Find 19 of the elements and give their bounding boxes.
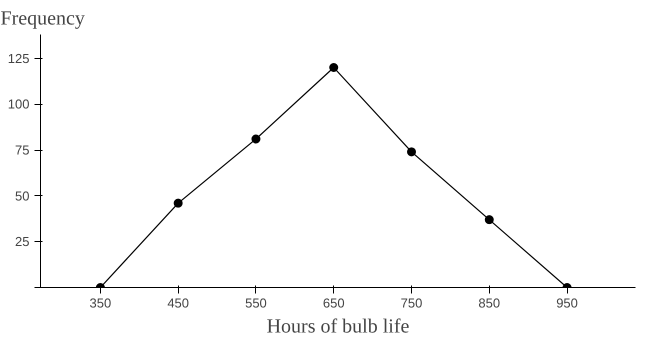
point (251, 134, 260, 144)
x-axis-title: Hours of bulb life (266, 316, 410, 338)
point (174, 198, 183, 208)
x-tick-label: 950 (556, 296, 578, 310)
x-tick-label: 650 (322, 296, 345, 310)
y-tick-label: 125 (8, 50, 30, 66)
x-tick-label: 550 (245, 296, 267, 310)
x-tick-label: 750 (400, 296, 422, 310)
x-tick-label: 450 (167, 296, 190, 310)
point (407, 147, 416, 156)
y-tick-label: 100 (8, 96, 30, 112)
point (329, 63, 338, 72)
y-tick-label: 50 (15, 188, 30, 204)
x-tick-label: 850 (478, 296, 500, 310)
x-tick-label: 350 (90, 296, 112, 310)
y-axis-title: Frequency (0, 8, 85, 30)
y-tick-label: 75 (15, 142, 30, 158)
y-tick-label: 25 (15, 234, 30, 250)
point (484, 215, 494, 224)
